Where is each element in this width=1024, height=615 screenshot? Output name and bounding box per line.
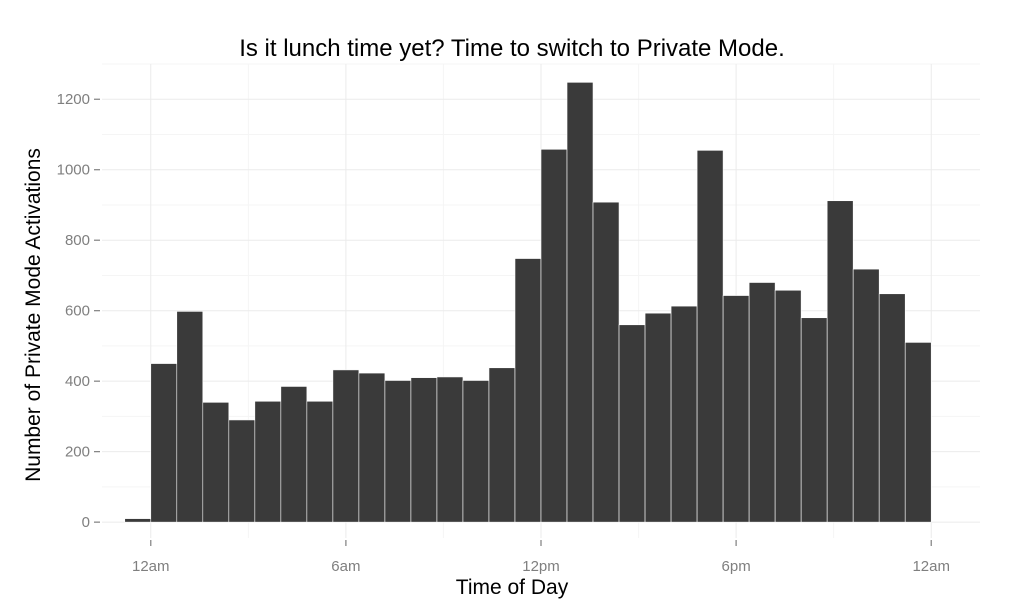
bar	[306, 400, 334, 523]
bar	[514, 258, 542, 523]
bar	[878, 293, 906, 523]
chart-title: Is it lunch time yet? Time to switch to …	[239, 35, 785, 62]
x-tick-label: 6am	[331, 558, 360, 575]
x-axis: 12am 6am 12pm 6pm 12am	[132, 540, 950, 575]
bar	[176, 311, 204, 523]
bars	[124, 82, 932, 523]
y-axis: 0 200 400 600 800 1000 1200	[57, 91, 100, 531]
bar	[670, 305, 698, 523]
bar	[540, 148, 568, 523]
y-tick-label: 800	[65, 232, 90, 249]
bar	[696, 150, 724, 523]
y-tick-label: 1000	[57, 162, 90, 179]
bar	[332, 369, 360, 523]
bar	[462, 380, 490, 523]
y-tick-label: 600	[65, 303, 90, 320]
bar	[800, 317, 828, 523]
bar	[774, 289, 802, 523]
bar	[618, 324, 646, 523]
bar	[150, 363, 178, 523]
bar	[358, 372, 386, 523]
y-tick-label: 0	[82, 514, 90, 531]
bar	[410, 377, 438, 523]
x-tick-label: 12am	[912, 558, 950, 575]
bar	[436, 376, 464, 523]
bar	[852, 268, 880, 523]
bar	[254, 400, 282, 523]
y-axis-title: Number of Private Mode Activations	[22, 148, 45, 482]
bar	[748, 282, 776, 523]
bar	[124, 518, 152, 523]
bar	[384, 380, 412, 523]
y-tick-label: 200	[65, 444, 90, 461]
bar	[592, 201, 620, 523]
bar	[904, 342, 932, 523]
bar	[826, 200, 854, 523]
x-tick-label: 12am	[132, 558, 170, 575]
y-tick-label: 1200	[57, 91, 90, 108]
x-tick-label: 12pm	[522, 558, 560, 575]
x-tick-label: 6pm	[722, 558, 751, 575]
bar	[202, 402, 230, 523]
x-axis-title: Time of Day	[456, 576, 569, 599]
bar	[488, 367, 516, 523]
bar	[228, 419, 256, 523]
y-tick-label: 400	[65, 373, 90, 390]
bar	[722, 295, 750, 523]
bar	[644, 312, 672, 523]
bar	[566, 82, 594, 523]
bar	[280, 386, 308, 523]
